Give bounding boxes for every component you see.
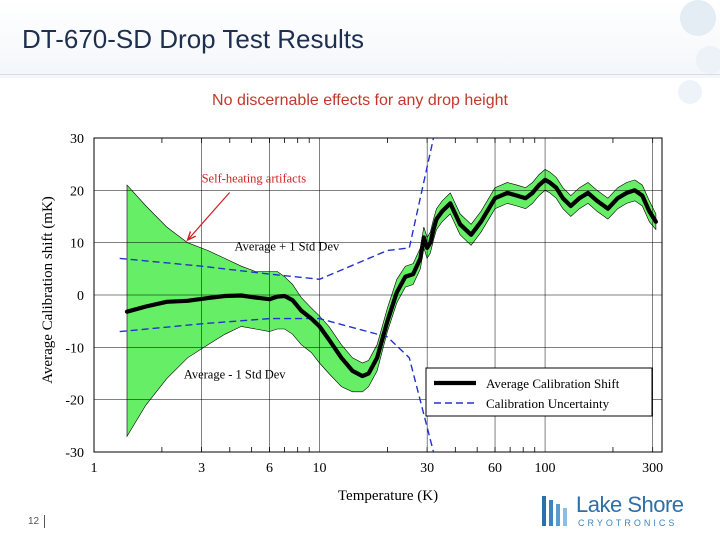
- title-divider: [0, 74, 720, 75]
- logo-tagline: CRYOTRONICS: [578, 518, 678, 528]
- x-tick-label: 300: [642, 461, 663, 476]
- logo-mark-icon: [542, 496, 567, 526]
- x-tick-label: 3: [198, 461, 205, 476]
- legend-box: [425, 367, 653, 417]
- y-tick-label: -30: [65, 446, 84, 461]
- decorative-bubbles: [678, 0, 720, 104]
- uncertainty-upper-line: [119, 137, 435, 281]
- y-tick-label: -20: [65, 394, 84, 409]
- page-number-separator: [44, 515, 45, 528]
- annotation-plus-std-dev: Average + 1 Std Dev: [235, 240, 340, 254]
- uncertainty-lower-line: [119, 317, 435, 453]
- x-tick-label: 30: [420, 461, 434, 476]
- legend-label: Average Calibration Shift: [486, 376, 620, 391]
- x-tick-label: 1: [91, 461, 98, 476]
- y-tick-label: 0: [77, 289, 84, 304]
- y-axis-label: Average Calibration shift (mK): [40, 196, 56, 384]
- title-bar: [0, 0, 720, 78]
- annotation-self-heating: Self-heating artifacts: [202, 171, 307, 185]
- y-tick-label: 10: [70, 237, 84, 252]
- x-tick-label: 100: [535, 461, 556, 476]
- x-axis-label: Temperature (K): [338, 488, 438, 504]
- x-tick-label: 6: [266, 461, 273, 476]
- y-tick-label: 20: [70, 184, 84, 199]
- logo-name: Lake Shore: [576, 492, 684, 517]
- slide-subtitle: No discernable effects for any drop heig…: [212, 92, 508, 109]
- average-shift-line: [124, 177, 659, 379]
- page-number: 12: [28, 516, 40, 527]
- legend-label: Calibration Uncertainty: [486, 396, 610, 411]
- annotation-minus-std-dev: Average - 1 Std Dev: [184, 368, 287, 382]
- annotation-arrow-line: [187, 192, 231, 241]
- y-tick-label: -10: [65, 341, 84, 356]
- y-tick-label: 30: [70, 132, 84, 147]
- slide-title: DT-670-SD Drop Test Results: [22, 24, 364, 54]
- x-tick-label: 10: [313, 461, 327, 476]
- annotation-arrow-head: [186, 231, 197, 242]
- company-logo: Lake Shore CRYOTRONICS: [540, 492, 710, 532]
- x-tick-label: 60: [488, 461, 502, 476]
